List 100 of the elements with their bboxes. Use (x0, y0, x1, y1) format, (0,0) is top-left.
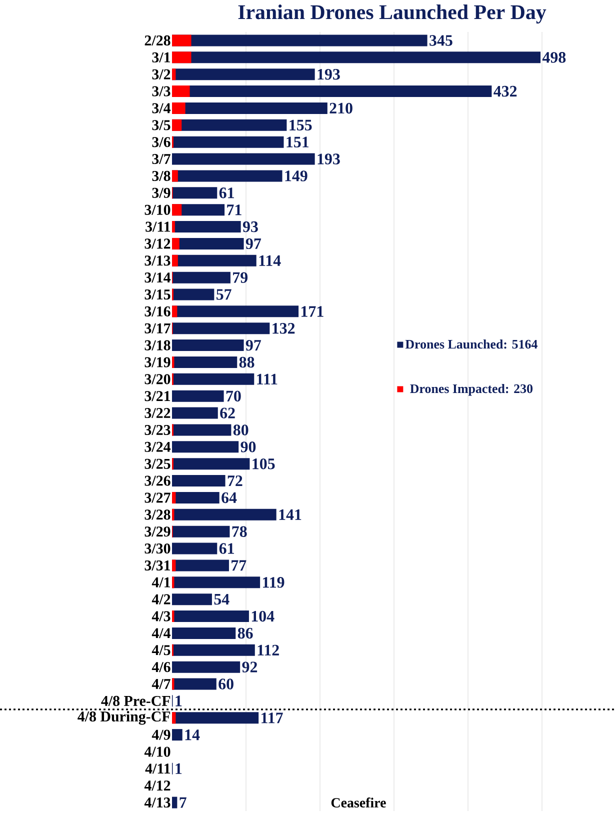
bar (172, 424, 232, 436)
y-tick-label: 3/21 (144, 391, 170, 402)
y-tick-label: 3/25 (144, 458, 170, 469)
y-tick-label: 3/7 (152, 154, 170, 164)
bar (172, 322, 270, 334)
data-label: 97 (246, 340, 262, 351)
data-label: 80 (233, 424, 248, 436)
y-tick-label: 3/19 (144, 357, 170, 368)
bar (172, 542, 218, 554)
bar (172, 288, 214, 300)
y-tick-label: 3/22 (144, 408, 170, 418)
bar (172, 68, 176, 80)
data-label: 71 (227, 204, 242, 216)
y-tick-label: 3/14 (144, 272, 171, 283)
data-label: 1 (176, 696, 182, 706)
bar (172, 102, 186, 114)
data-label: 151 (286, 136, 309, 148)
data-label: 14 (185, 730, 200, 740)
bar (172, 119, 182, 131)
y-tick-label: 3/5 (152, 120, 170, 130)
y-tick-label: 4/2 (152, 594, 170, 604)
data-label: 193 (318, 68, 340, 80)
y-tick-label: 2/28 (144, 35, 170, 46)
bar (172, 508, 276, 520)
bar (172, 526, 230, 538)
y-tick-label: 4/1 (152, 577, 170, 588)
y-tick-label: 3/8 (152, 170, 170, 181)
data-label: 92 (242, 662, 258, 672)
bar (172, 272, 230, 284)
y-tick-label: 4/4 (152, 628, 171, 638)
data-label: 498 (542, 52, 566, 63)
y-tick-label: 3/15 (144, 289, 170, 300)
bar (172, 136, 284, 148)
data-label: 119 (263, 577, 284, 588)
data-label: 97 (246, 238, 262, 250)
bar (172, 356, 238, 368)
bar (172, 661, 240, 673)
bar (172, 153, 315, 165)
data-label: 141 (279, 509, 302, 520)
y-tick-label: 4/13 (144, 798, 170, 808)
y-tick-label: 3/30 (144, 543, 170, 554)
data-label: 132 (272, 323, 295, 334)
legend-label: Drones Launched: 5164 (405, 340, 538, 349)
bar (172, 627, 236, 639)
legend-label: Drones Impacted: 230 (410, 384, 533, 396)
y-tick-label: 4/8 Pre-CF (101, 696, 170, 706)
y-tick-label: 3/11 (146, 222, 170, 232)
y-tick-label: 4/10 (144, 746, 170, 757)
data-label: 61 (219, 543, 234, 554)
bar (172, 712, 176, 724)
bar (172, 610, 249, 622)
bar (172, 441, 239, 453)
bar (172, 34, 192, 46)
y-tick-label: 3/28 (144, 510, 170, 520)
y-tick-label: 3/29 (144, 526, 170, 537)
y-tick-label: 3/18 (144, 340, 170, 350)
data-label: 77 (232, 560, 246, 571)
data-label: 62 (220, 408, 235, 418)
y-tick-label: 4/12 (144, 780, 170, 791)
bar (172, 390, 224, 402)
data-label: 64 (222, 492, 237, 504)
bar (172, 729, 182, 741)
data-label: 114 (259, 255, 281, 266)
y-tick-label: 3/4 (152, 103, 171, 114)
data-label: 104 (252, 610, 274, 622)
data-label: 70 (226, 390, 241, 402)
y-tick-label: 3/3 (152, 86, 170, 96)
bar (172, 187, 218, 199)
bar (172, 644, 255, 656)
y-tick-label: 4/11 (145, 764, 170, 774)
data-label: 79 (233, 272, 248, 283)
y-tick-label: 4/5 (152, 645, 170, 656)
data-label: 57 (216, 289, 232, 300)
bar (172, 407, 218, 419)
y-tick-label: 3/16 (144, 306, 170, 316)
data-label: 93 (242, 221, 258, 232)
bar (172, 221, 175, 233)
data-label: 210 (330, 102, 352, 114)
bar (172, 306, 178, 318)
y-tick-label: 3/24 (144, 442, 171, 452)
data-label: 149 (285, 170, 308, 182)
data-label: 86 (238, 628, 253, 639)
bar (172, 204, 182, 216)
y-tick-label: 3/12 (144, 238, 170, 249)
data-label: 345 (430, 35, 452, 46)
y-tick-label: 4/9 (152, 730, 170, 740)
bar (172, 492, 176, 504)
bar (172, 458, 250, 470)
data-label: 54 (214, 594, 230, 605)
y-tick-label: 4/7 (152, 679, 170, 689)
y-tick-label: 3/13 (144, 256, 170, 266)
y-tick-label: 3/17 (144, 323, 170, 334)
data-label: 112 (258, 644, 279, 656)
data-label: 78 (232, 526, 247, 537)
y-tick-label: 3/20 (144, 374, 170, 384)
y-tick-label: 3/26 (144, 476, 170, 486)
y-tick-label: 3/31 (144, 560, 170, 570)
bar (172, 796, 178, 808)
bar (172, 238, 180, 250)
bar (172, 86, 190, 98)
